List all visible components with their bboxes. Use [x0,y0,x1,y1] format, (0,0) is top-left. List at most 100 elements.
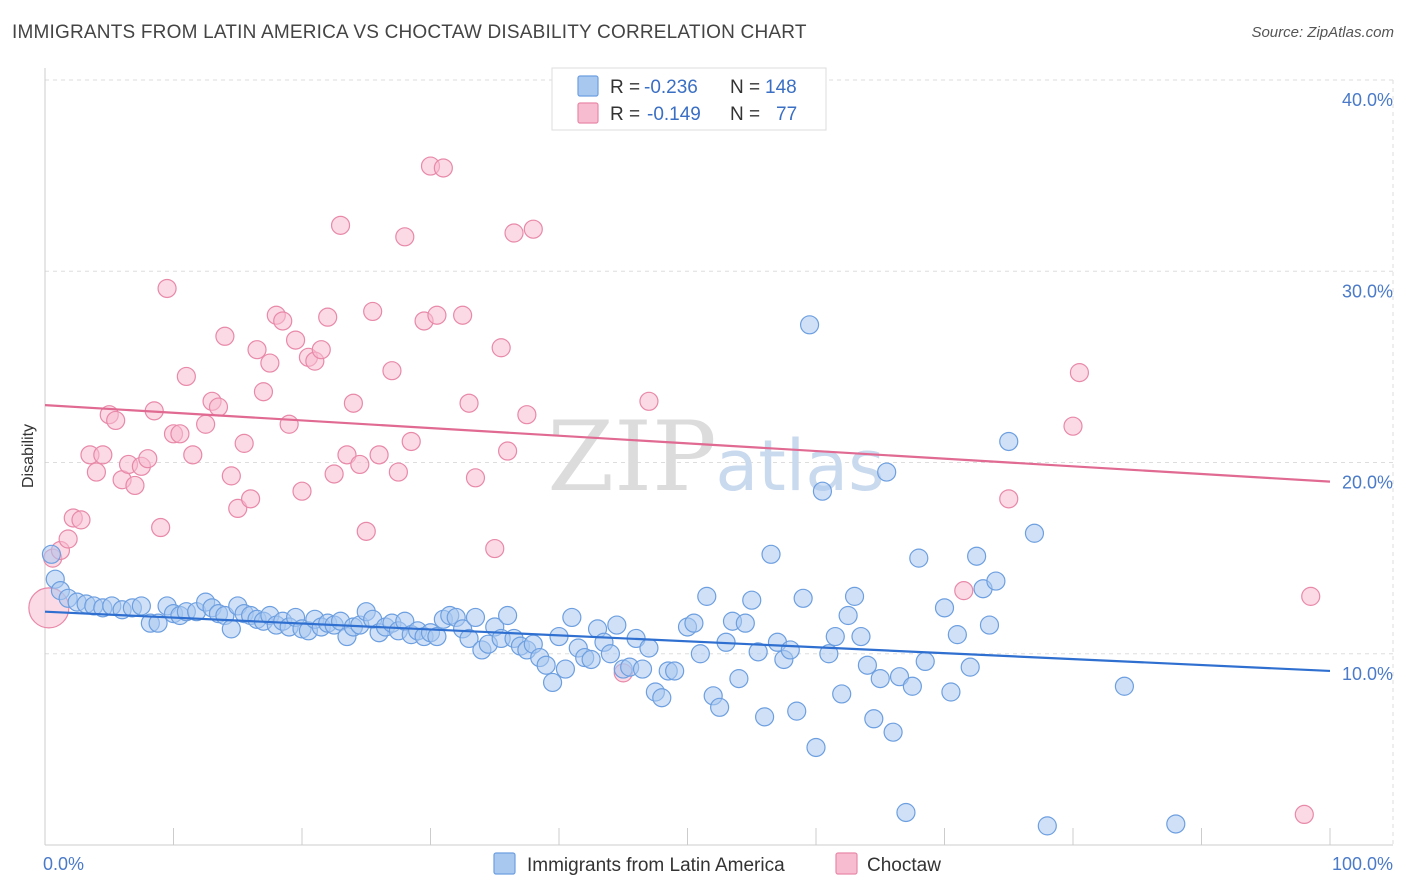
point-pink-73 [1069,363,1090,383]
point-blue-101 [729,669,749,689]
point-blue-129 [909,548,929,568]
point-blue-90 [652,688,672,708]
point-blue-125 [883,722,903,742]
legend-r-label-blue: R = [610,77,640,98]
legend-swatch-pink [577,102,599,124]
point-pink-27 [221,466,241,486]
point-blue-113 [806,737,826,758]
point-blue-126 [889,667,910,687]
point-blue-82 [600,644,621,664]
legend-n-label-blue: N = [730,77,760,98]
point-blue-142 [1114,676,1135,696]
point-pink-43 [324,464,344,484]
point-pink-18 [157,278,177,299]
point-blue-87 [632,659,653,679]
point-pink-5 [71,510,91,530]
point-blue-143 [1166,814,1186,834]
point-pink-3 [58,529,78,549]
point-blue-66 [498,605,518,626]
trendline-latin-america [44,610,1331,673]
point-pink-52 [388,462,408,482]
series-latin-america [41,315,1186,836]
x-tick-label-1: 100.0% [1332,854,1393,874]
bottom-legend-swatch-blue [493,852,516,875]
point-blue-128 [902,676,922,696]
point-blue-115 [819,644,839,664]
point-blue-118 [838,605,858,626]
point-blue-106 [761,544,781,564]
legend-n-value-blue: 148 [765,77,797,98]
point-blue-121 [857,655,878,675]
point-blue-127 [896,802,916,823]
point-pink-41 [311,340,331,360]
series-choctaw [28,156,1321,825]
point-pink-71 [999,489,1019,509]
point-pink-10 [106,410,126,431]
points-layer [28,156,1321,836]
point-blue-114 [812,481,833,501]
point-blue-76 [562,607,582,628]
point-blue-135 [967,546,987,566]
point-blue-96 [697,586,717,606]
point-blue-55 [427,626,447,647]
y-tick-label-0: 10.0% [1342,664,1393,684]
point-pink-8 [93,445,113,465]
legend-r-value-blue: -0.236 [644,77,698,98]
point-pink-38 [292,481,312,501]
trendline-choctaw [44,404,1331,483]
point-blue-116 [825,626,845,647]
trend-layer [44,404,1331,673]
watermark-atlas: atlas [715,425,884,507]
point-blue-119 [844,586,865,606]
point-pink-65 [504,223,524,243]
point-pink-59 [453,305,473,325]
legend-n-label-pink: N = [730,104,760,125]
legend-r-label-pink: R = [610,104,640,125]
point-blue-94 [684,613,704,633]
point-pink-70 [954,581,974,601]
point-pink-61 [465,468,486,488]
legend-n-value-pink: 77 [776,104,797,125]
y-axis-label: Disability [20,424,37,488]
point-blue-111 [793,588,813,608]
point-blue-109 [780,640,800,660]
point-pink-13 [125,475,145,496]
point-blue-122 [864,709,884,729]
point-pink-58 [433,158,453,178]
point-blue-124 [877,462,897,482]
point-pink-25 [208,397,229,417]
y-tick-label-1: 20.0% [1342,473,1393,493]
point-blue-133 [947,625,967,645]
point-pink-22 [183,445,203,465]
point-blue-140 [1024,523,1045,543]
point-blue-131 [934,598,955,618]
point-blue-60 [459,628,479,649]
point-pink-44 [330,215,351,235]
point-pink-49 [363,301,383,322]
point-pink-31 [247,340,267,360]
point-pink-69 [639,391,659,411]
source-label: Source: ZipAtlas.com [1251,24,1394,41]
point-pink-57 [427,305,447,325]
point-pink-29 [234,433,254,453]
point-blue-123 [870,669,890,689]
bottom-legend-swatch-pink [835,852,858,875]
point-pink-37 [285,330,306,350]
point-blue-88 [639,638,659,658]
point-blue-112 [799,315,820,335]
point-blue-92 [665,661,685,681]
point-pink-74 [1294,804,1314,825]
point-blue-75 [555,659,576,679]
point-pink-72 [1063,416,1083,436]
point-blue-73 [542,672,563,693]
watermark-zip: ZIP [547,401,716,513]
point-blue-134 [960,657,980,677]
point-blue-110 [787,701,807,721]
point-blue-117 [832,684,852,704]
x-tick-label-0: 0.0% [43,854,84,874]
point-pink-26 [215,326,235,346]
point-blue-132 [941,682,961,702]
point-pink-75 [1301,586,1321,606]
point-pink-21 [176,366,196,387]
